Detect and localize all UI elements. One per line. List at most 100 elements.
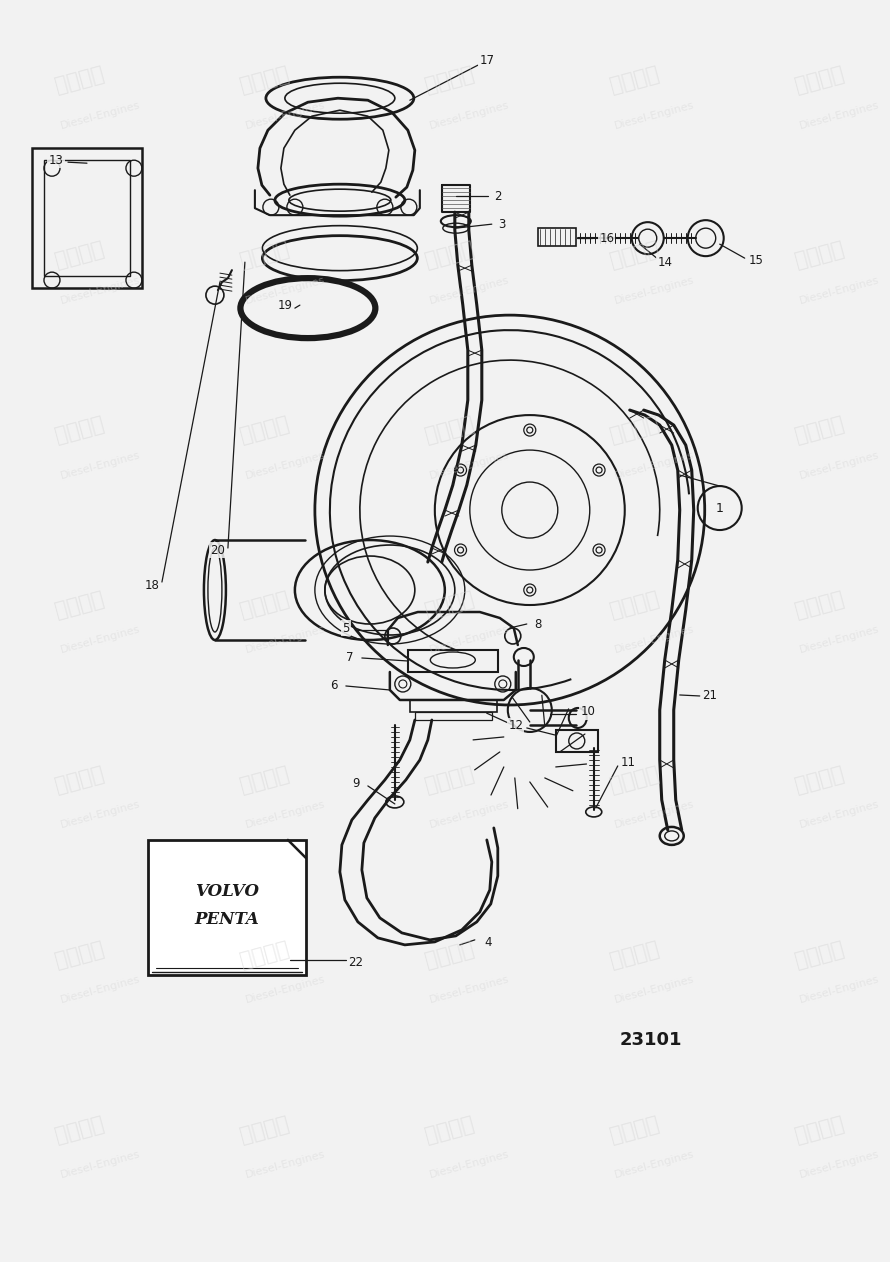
Text: 紫发动力: 紫发动力 [793,764,846,796]
Text: Diesel-Engines: Diesel-Engines [429,625,511,655]
Text: Diesel-Engines: Diesel-Engines [244,449,326,481]
Text: Diesel-Engines: Diesel-Engines [798,1150,881,1180]
Text: Diesel-Engines: Diesel-Engines [798,974,881,1006]
Text: 6: 6 [330,679,337,693]
Bar [555,729,598,752]
Text: 1: 1 [716,501,724,515]
Text: Diesel-Engines: Diesel-Engines [429,974,511,1006]
Text: 紫发动力: 紫发动力 [423,239,476,271]
Text: 22: 22 [348,957,363,969]
Text: 23101: 23101 [619,1031,683,1049]
Bar [408,650,498,671]
Text: 紫发动力: 紫发动力 [53,764,107,796]
Text: 紫发动力: 紫发动力 [423,64,476,96]
Text: 紫发动力: 紫发动力 [793,1113,846,1146]
Text: Diesel-Engines: Diesel-Engines [244,275,326,305]
Text: Diesel-Engines: Diesel-Engines [614,1150,696,1180]
Text: 19: 19 [278,299,293,312]
Bar [415,712,492,719]
Text: 3: 3 [498,217,506,231]
Text: 紫发动力: 紫发动力 [793,64,846,96]
Text: Diesel-Engines: Diesel-Engines [798,100,881,131]
Text: Diesel-Engines: Diesel-Engines [244,100,326,131]
Text: 紫发动力: 紫发动力 [608,939,661,970]
Text: 紫发动力: 紫发动力 [608,239,661,271]
Text: 4: 4 [484,936,491,949]
Text: 紫发动力: 紫发动力 [793,589,846,621]
Text: 紫发动力: 紫发动力 [423,764,476,796]
Text: Diesel-Engines: Diesel-Engines [59,449,141,481]
Text: 紫发动力: 紫发动力 [423,589,476,621]
Text: Diesel-Engines: Diesel-Engines [798,799,881,830]
Text: 14: 14 [657,256,672,269]
Text: 紫发动力: 紫发动力 [239,764,292,796]
Text: 紫发动力: 紫发动力 [423,939,476,970]
Text: 紫发动力: 紫发动力 [793,239,846,271]
Text: 紫发动力: 紫发动力 [239,1113,292,1146]
Text: Diesel-Engines: Diesel-Engines [244,1150,326,1180]
Text: 紫发动力: 紫发动力 [608,764,661,796]
Text: 紫发动力: 紫发动力 [53,1113,107,1146]
Text: Diesel-Engines: Diesel-Engines [429,799,511,830]
Text: Diesel-Engines: Diesel-Engines [429,1150,511,1180]
Text: 9: 9 [352,777,360,790]
Text: 紫发动力: 紫发动力 [53,64,107,96]
Text: 18: 18 [144,578,159,592]
Text: Diesel-Engines: Diesel-Engines [244,799,326,830]
Text: Diesel-Engines: Diesel-Engines [798,275,881,305]
Text: PENTA: PENTA [195,911,259,929]
Text: 紫发动力: 紫发动力 [423,414,476,447]
Text: 紫发动力: 紫发动力 [239,589,292,621]
Text: Diesel-Engines: Diesel-Engines [59,799,141,830]
Bar [32,148,142,288]
Text: Diesel-Engines: Diesel-Engines [59,275,141,305]
Text: Diesel-Engines: Diesel-Engines [244,974,326,1006]
Text: 10: 10 [580,705,595,718]
Text: 紫发动力: 紫发动力 [608,64,661,96]
Text: VOLVO: VOLVO [195,883,259,900]
Text: Diesel-Engines: Diesel-Engines [614,974,696,1006]
Text: 12: 12 [508,719,523,732]
Text: 紫发动力: 紫发动力 [608,1113,661,1146]
Text: 17: 17 [480,54,494,67]
Text: Diesel-Engines: Diesel-Engines [59,625,141,655]
Text: Diesel-Engines: Diesel-Engines [614,799,696,830]
Text: Diesel-Engines: Diesel-Engines [244,625,326,655]
Text: 紫发动力: 紫发动力 [239,239,292,271]
Text: 紫发动力: 紫发动力 [239,64,292,96]
Bar [538,228,576,246]
Text: Diesel-Engines: Diesel-Engines [59,974,141,1006]
Text: Diesel-Engines: Diesel-Engines [614,275,696,305]
Text: 紫发动力: 紫发动力 [239,414,292,447]
Text: 8: 8 [534,617,541,631]
Text: Diesel-Engines: Diesel-Engines [614,449,696,481]
Text: 紫发动力: 紫发动力 [793,414,846,447]
Text: 紫发动力: 紫发动力 [53,239,107,271]
Text: Diesel-Engines: Diesel-Engines [429,449,511,481]
Text: 紫发动力: 紫发动力 [423,1113,476,1146]
Text: Diesel-Engines: Diesel-Engines [59,1150,141,1180]
Text: 21: 21 [702,689,717,703]
Text: 紫发动力: 紫发动力 [793,939,846,970]
Text: 紫发动力: 紫发动力 [53,939,107,970]
Text: Diesel-Engines: Diesel-Engines [614,625,696,655]
Text: 5: 5 [342,621,350,635]
Text: Diesel-Engines: Diesel-Engines [429,275,511,305]
Bar [409,700,497,712]
Bar [44,160,130,276]
Text: 13: 13 [49,154,63,167]
Text: Diesel-Engines: Diesel-Engines [59,100,141,131]
Text: 15: 15 [748,254,763,266]
Text: Diesel-Engines: Diesel-Engines [798,625,881,655]
Text: 11: 11 [620,756,635,770]
Text: 16: 16 [599,232,614,245]
Text: 紫发动力: 紫发动力 [239,939,292,970]
Text: 20: 20 [210,544,225,557]
Text: 2: 2 [494,189,502,203]
Text: 7: 7 [346,651,353,665]
Bar [148,840,306,974]
Text: 紫发动力: 紫发动力 [53,414,107,447]
Text: 紫发动力: 紫发动力 [53,589,107,621]
Text: Diesel-Engines: Diesel-Engines [614,100,696,131]
Text: Diesel-Engines: Diesel-Engines [798,449,881,481]
